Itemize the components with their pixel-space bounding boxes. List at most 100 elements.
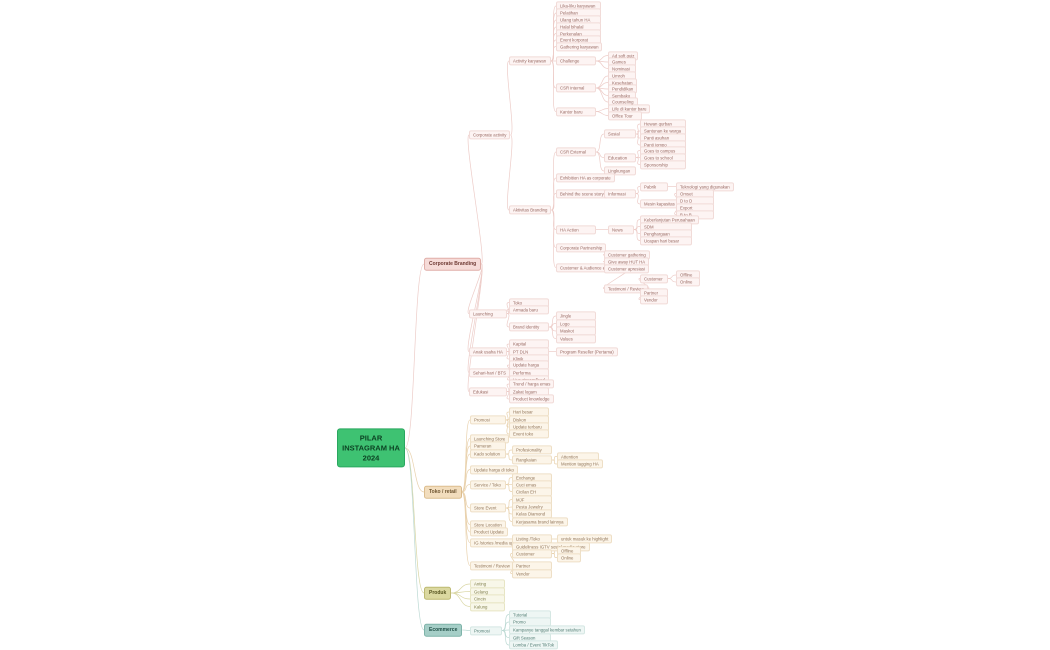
mindmap-node-pu[interactable]: Product Update [470, 527, 508, 537]
connector-b2-pu [461, 491, 471, 533]
mindmap-node-ep5[interactable]: Lomba / Event TikTok [509, 640, 559, 650]
mindmap-node-b3[interactable]: Produk [424, 586, 452, 600]
connector-trc-trc1 [667, 274, 677, 279]
mindmap-node-ks2b[interactable]: Mention tagging HA [557, 459, 603, 469]
mindmap-node-in2[interactable]: Informasi [604, 188, 636, 199]
mindmap-node-bts2[interactable]: Sehari-hari / BTS [469, 367, 510, 378]
mindmap-node-edu3[interactable]: Product knowledge [509, 394, 554, 404]
mindmap-node-au2a[interactable]: Program Reseller (Pertama) [556, 346, 618, 357]
connector-kb-kb2 [595, 111, 609, 116]
connector-ce-ed [595, 151, 605, 158]
mindmap-node-ks2[interactable]: Rangkaian [512, 455, 552, 465]
connector-b4-ep [462, 629, 471, 631]
connector-ci-ci4 [595, 87, 609, 96]
connector-root-b4 [404, 447, 425, 631]
mindmap-node-pr4[interactable]: Event toko [509, 429, 549, 439]
mindmap-node-tr2v[interactable]: Vendor [512, 568, 552, 579]
mindmap-node-b4[interactable]: Ecommerce [424, 623, 463, 637]
mindmap-node-so[interactable]: Sosial [604, 129, 636, 139]
mindmap-node-tr2c[interactable]: Customer [512, 548, 552, 559]
mindmap-node-ne4[interactable]: Ucapan hari besar [640, 235, 692, 246]
mindmap-node-ak7[interactable]: Gathering karyawan [556, 41, 603, 52]
connector-b2-se [461, 491, 471, 509]
connector-b2-ks [461, 453, 471, 493]
mindmap-node-uh[interactable]: Update harga di toko [470, 464, 518, 475]
connector-b1-ca [467, 134, 483, 265]
mindmap-node-pa[interactable]: Pabrik [640, 181, 668, 192]
connector-b2-sl [461, 491, 471, 525]
connector-ci-ci2 [595, 82, 609, 89]
mindmap-node-ab[interactable]: Aktivitas Branding [509, 205, 552, 215]
mindmap-node-tr2c2[interactable]: Online [557, 552, 581, 563]
mindmap-node-ca[interactable]: Corporate activity [469, 130, 511, 140]
mindmap-node-ed[interactable]: Education [604, 152, 636, 163]
mindmap-node-sv[interactable]: Service / Toko [470, 479, 506, 490]
connector-b2-pm [461, 445, 471, 493]
connector-trc-trc2 [667, 278, 677, 283]
connector-ch-ch1 [595, 55, 609, 62]
connector-b1-au [467, 263, 483, 352]
connector-b2-md [461, 491, 471, 543]
mindmap-node-ne[interactable]: News [608, 224, 634, 235]
mindmap-node-se4[interactable]: Kerjasama brand lainnya [512, 516, 568, 527]
connector-ci-ci5 [595, 87, 609, 103]
mindmap-node-cg3[interactable]: Customer apresiasi [604, 263, 650, 274]
mindmap-node-pd4[interactable]: Kalung [470, 601, 505, 612]
connector-root-b3 [404, 447, 425, 594]
mindmap-node-tr2[interactable]: Testimoni / Review [470, 560, 514, 571]
connector-ep-ep4 [501, 630, 510, 638]
mindmap-node-b1[interactable]: Corporate Branding [424, 257, 482, 271]
mindmap-node-bt[interactable]: Behind the scene story [556, 188, 608, 199]
connector-ep-ep3 [501, 629, 510, 631]
connector-b3-pd3 [451, 592, 471, 600]
mindmap-node-lau2[interactable]: Armada baru [509, 304, 549, 315]
connector-ep-ep1 [501, 614, 510, 631]
connector-ch-ch2 [595, 60, 609, 63]
mindmap-root-node[interactable]: PILAR INSTAGRAM HA 2024 [337, 428, 405, 468]
mindmap-node-se[interactable]: Store Event [470, 503, 506, 513]
connector-ca-ab [507, 134, 513, 211]
mindmap-node-b2[interactable]: Toko / retail [424, 485, 462, 499]
mindmap-node-cp2[interactable]: Corporate Partnership [556, 242, 607, 253]
mindmap-node-kb2[interactable]: Office Tour [608, 110, 642, 121]
mindmap-node-hv[interactable]: HA Action [556, 224, 596, 235]
connector-ab-cae [551, 209, 557, 268]
connector-bi-bi4 [548, 326, 557, 339]
connector-b1-bts2 [467, 263, 483, 373]
mindmap-node-ex[interactable]: Exhibition HA as corporate [556, 173, 615, 183]
mindmap-node-lau[interactable]: Launching [469, 308, 507, 319]
mindmap-node-pr[interactable]: Promosi [470, 415, 506, 425]
mindmap-node-me[interactable]: Mesin kapasitas [640, 199, 679, 209]
mindmap-node-li[interactable]: Lingkungan [604, 166, 636, 176]
mindmap-node-trv[interactable]: Vendor [640, 294, 668, 305]
mindmap-node-trc2[interactable]: Online [676, 277, 700, 287]
mindmap-node-ch[interactable]: Challenge [556, 56, 596, 66]
connector-b3-pd2 [451, 591, 471, 594]
mindmap-node-ak[interactable]: Activity karyawan [509, 56, 551, 66]
mindmap-node-trc[interactable]: Customer [640, 273, 668, 284]
mindmap-node-au[interactable]: Anak usaha HA [469, 346, 507, 357]
connector-ep-ep2 [501, 621, 510, 631]
mindmap-node-ce[interactable]: CSR External [556, 147, 596, 157]
mindmap-node-bi[interactable]: Brand identity [509, 322, 549, 332]
mindmap-node-ks1[interactable]: Profesionality [512, 445, 552, 455]
mindmap-node-kb[interactable]: Kantor baru [556, 106, 596, 117]
connector-bi-bi3 [548, 326, 557, 332]
connector-ch-ch3 [595, 60, 609, 69]
connector-ci-ci3 [595, 87, 609, 90]
connector-b3-pd4 [451, 592, 471, 607]
connector-b2-sv [461, 484, 471, 493]
connector-root-b2 [404, 447, 425, 493]
mindmap-node-bi4[interactable]: Values [556, 333, 596, 344]
mindmap-node-ks[interactable]: Kado solution [470, 449, 506, 459]
connector-ce-so [595, 133, 605, 153]
mindmap-node-edu[interactable]: Edukasi [469, 386, 507, 397]
mindmap-node-ep[interactable]: Promosi [470, 625, 502, 636]
connector-ce-li [595, 151, 605, 172]
mindmap-node-ed3[interactable]: Sponsorship [640, 159, 686, 170]
mindmap-node-ci[interactable]: CSR internal [556, 83, 596, 93]
connector-bi-bi2 [548, 323, 557, 328]
connector-kb-kb1 [595, 108, 609, 112]
connector-b2-uh [461, 469, 471, 493]
